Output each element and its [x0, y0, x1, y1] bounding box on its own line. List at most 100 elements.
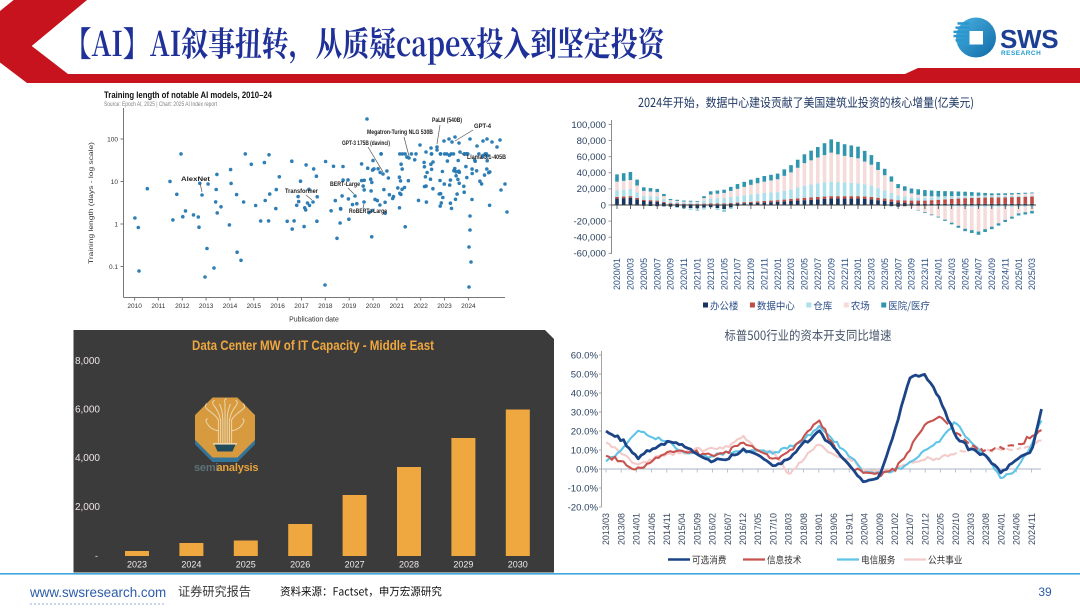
svg-text:60,000: 60,000: [577, 152, 606, 163]
svg-text:2023/03: 2023/03: [867, 258, 877, 290]
svg-text:2021/02: 2021/02: [890, 513, 900, 545]
svg-text:2021/12: 2021/12: [920, 513, 930, 545]
svg-text:2015/04: 2015/04: [677, 513, 687, 545]
svg-text:SWS: SWS: [1000, 24, 1058, 54]
svg-text:2018/08: 2018/08: [799, 513, 809, 545]
svg-text:2015: 2015: [247, 303, 262, 310]
svg-text:2023/07: 2023/07: [893, 258, 903, 290]
svg-text:60.0%: 60.0%: [571, 350, 599, 361]
svg-text:2024/03: 2024/03: [947, 258, 957, 290]
svg-text:2020: 2020: [366, 303, 381, 310]
svg-text:2022/07: 2022/07: [813, 258, 823, 290]
svg-text:semi: semi: [194, 462, 218, 474]
svg-text:2023/08: 2023/08: [981, 513, 991, 545]
svg-text:Transformer: Transformer: [285, 188, 319, 195]
svg-text:2020/09: 2020/09: [875, 513, 885, 545]
svg-text:2030: 2030: [508, 560, 528, 570]
svg-text:2020/09: 2020/09: [666, 258, 676, 290]
svg-text:-60,000: -60,000: [573, 249, 606, 260]
svg-text:Training length (days - log sc: Training length (days - log scale): [88, 142, 95, 264]
svg-text:2017: 2017: [294, 303, 309, 310]
svg-text:2017/10: 2017/10: [768, 513, 778, 545]
svg-text:0.1: 0.1: [109, 264, 118, 271]
svg-text:2020/03: 2020/03: [626, 258, 636, 290]
svg-text:2013: 2013: [199, 303, 214, 310]
svg-text:Data Center MW of IT Capacity: Data Center MW of IT Capacity - Middle E…: [192, 338, 434, 353]
svg-text:2010: 2010: [127, 303, 142, 310]
svg-text:-40,000: -40,000: [573, 233, 606, 244]
svg-text:2021/07: 2021/07: [733, 258, 743, 290]
svg-text:39: 39: [1038, 585, 1052, 599]
svg-text:10: 10: [111, 179, 119, 186]
svg-text:2016/02: 2016/02: [708, 513, 718, 545]
svg-text:2023/01: 2023/01: [853, 258, 863, 290]
svg-text:2026: 2026: [290, 560, 310, 570]
svg-text:2027: 2027: [345, 560, 365, 570]
svg-text:2023/03: 2023/03: [966, 513, 976, 545]
svg-text:-20,000: -20,000: [573, 216, 606, 227]
svg-text:20,000: 20,000: [577, 184, 606, 195]
svg-text:30.0%: 30.0%: [571, 407, 599, 418]
svg-text:Source: Epoch AI, 2025 | Chart: Source: Epoch AI, 2025 | Chart: 2025 AI …: [104, 101, 217, 108]
svg-text:50.0%: 50.0%: [571, 369, 599, 380]
svg-text:2021/07: 2021/07: [905, 513, 915, 545]
svg-text:20.0%: 20.0%: [571, 426, 599, 437]
svg-text:10.0%: 10.0%: [571, 445, 599, 456]
svg-text:2013/08: 2013/08: [616, 513, 626, 545]
svg-text:40,000: 40,000: [577, 168, 606, 179]
svg-text:2014: 2014: [223, 303, 238, 310]
svg-text:2016/07: 2016/07: [723, 513, 733, 545]
svg-text:2029: 2029: [453, 560, 473, 570]
svg-text:2020/05: 2020/05: [639, 258, 649, 290]
svg-text:2024/01: 2024/01: [996, 513, 1006, 545]
svg-text:2022/03: 2022/03: [786, 258, 796, 290]
svg-text:2021/01: 2021/01: [693, 258, 703, 290]
svg-text:RoBERTa Large: RoBERTa Large: [349, 208, 388, 215]
svg-text:2023: 2023: [437, 303, 452, 310]
svg-text:2019/11: 2019/11: [844, 513, 854, 545]
svg-text:2022/05: 2022/05: [800, 258, 810, 290]
svg-text:0.0%: 0.0%: [576, 464, 598, 475]
svg-text:2024/06: 2024/06: [1012, 513, 1022, 545]
svg-text:2024/09: 2024/09: [987, 258, 997, 290]
svg-text:Llama 3.1-405B: Llama 3.1-405B: [467, 154, 507, 161]
svg-text:analysis: analysis: [217, 462, 259, 474]
svg-text:Training length of notable AI: Training length of notable AI models, 20…: [104, 90, 273, 101]
svg-text:6,000: 6,000: [75, 405, 100, 416]
svg-text:AlexNet: AlexNet: [181, 176, 210, 183]
svg-text:100: 100: [107, 136, 118, 143]
svg-text:2021/11: 2021/11: [760, 258, 770, 290]
svg-text:2019: 2019: [342, 303, 357, 310]
svg-text:2020/04: 2020/04: [860, 513, 870, 545]
svg-text:2022/05: 2022/05: [936, 513, 946, 545]
svg-text:2023/09: 2023/09: [907, 258, 917, 290]
svg-text:2025/01: 2025/01: [1014, 258, 1024, 290]
svg-text:2023: 2023: [127, 560, 147, 570]
svg-text:2024: 2024: [461, 303, 476, 310]
svg-text:2013/03: 2013/03: [601, 513, 611, 545]
svg-text:GPT-3 175B (davinci): GPT-3 175B (davinci): [342, 140, 390, 147]
svg-text:2024/05: 2024/05: [960, 258, 970, 290]
svg-text:2014/06: 2014/06: [647, 513, 657, 545]
svg-text:-: -: [95, 551, 98, 561]
svg-text:2024: 2024: [181, 560, 201, 570]
svg-text:2,000: 2,000: [75, 502, 100, 513]
svg-text:2024/11: 2024/11: [1027, 513, 1037, 545]
svg-text:2018/03: 2018/03: [784, 513, 794, 545]
svg-text:BERT-Large: BERT-Large: [330, 181, 361, 188]
svg-text:2025: 2025: [236, 560, 256, 570]
svg-text:2021: 2021: [390, 303, 405, 310]
svg-text:-10.0%: -10.0%: [568, 483, 599, 494]
svg-text:2023/05: 2023/05: [880, 258, 890, 290]
svg-text:www.swsresearch.com: www.swsresearch.com: [29, 585, 166, 600]
svg-text:2022/10: 2022/10: [951, 513, 961, 545]
svg-text:GPT-4: GPT-4: [474, 123, 492, 130]
svg-text:2022: 2022: [413, 303, 428, 310]
svg-text:2015/09: 2015/09: [692, 513, 702, 545]
svg-text:1: 1: [114, 221, 118, 228]
svg-text:Publication date: Publication date: [289, 317, 339, 324]
svg-text:2020/01: 2020/01: [612, 258, 622, 290]
svg-text:2016: 2016: [270, 303, 285, 310]
svg-text:80,000: 80,000: [577, 136, 606, 147]
svg-text:2019/01: 2019/01: [814, 513, 824, 545]
